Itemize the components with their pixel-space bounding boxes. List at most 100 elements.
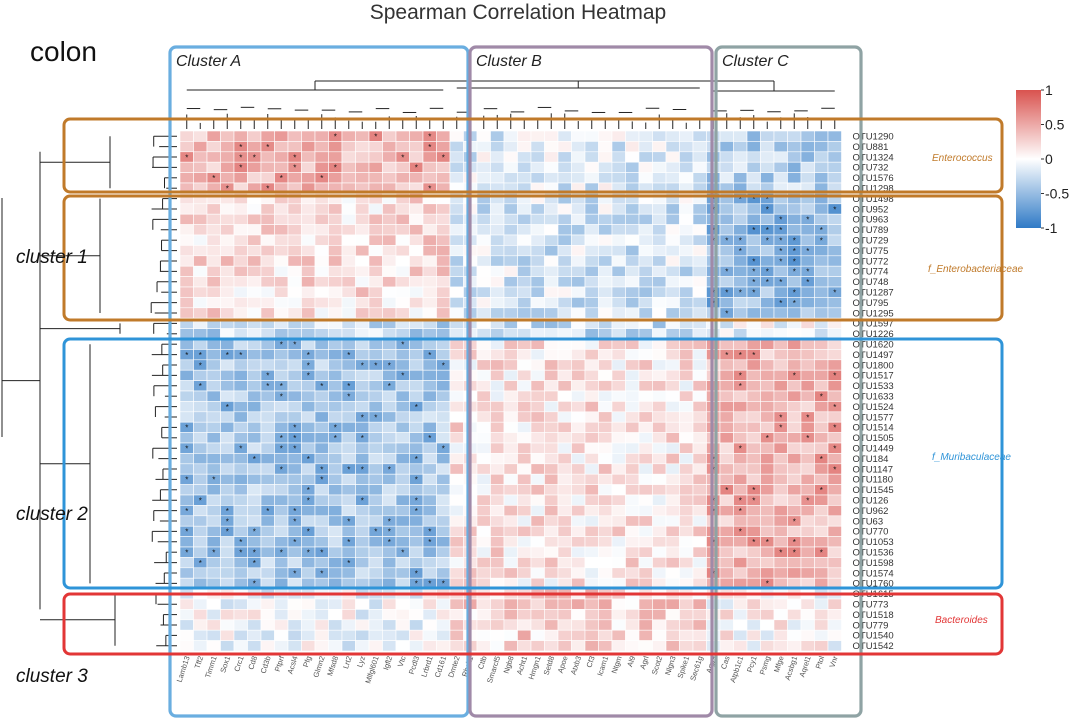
heatmap-cell: [449, 432, 464, 444]
row-label: OTU1542: [853, 641, 894, 652]
heatmap-cell: [368, 473, 383, 485]
heatmap-cell: [571, 484, 586, 496]
heatmap-cell: [503, 557, 518, 569]
heatmap-cell: [503, 390, 518, 402]
heatmap-cell: [557, 484, 572, 496]
heatmap-cell: [220, 213, 235, 225]
heatmap-cell: [503, 629, 518, 641]
heatmap-cell: [341, 172, 356, 184]
heatmap-cell: [544, 473, 559, 485]
heatmap-cell: [760, 557, 775, 569]
heatmap-cell: [368, 546, 383, 558]
heatmap-cell: [598, 411, 613, 423]
heatmap-cell: [571, 463, 586, 475]
heatmap-cell: [193, 598, 208, 610]
heatmap-cell: [544, 286, 559, 298]
column-label: Glmn2: [311, 655, 326, 679]
heatmap-cell: [422, 442, 437, 454]
heatmap-cell: [328, 442, 343, 454]
heatmap-cell: [260, 619, 275, 631]
heatmap-cell: [665, 390, 680, 402]
heatmap-cell: [490, 629, 505, 641]
heatmap-cell: [638, 505, 653, 517]
heatmap-cell: [341, 328, 356, 340]
significance-star: *: [320, 174, 323, 183]
heatmap-cell: [179, 130, 194, 142]
heatmap-cell: [260, 245, 275, 257]
heatmap-cell: [665, 224, 680, 236]
heatmap-cell: [287, 172, 302, 184]
heatmap-cell: [787, 401, 802, 413]
heatmap-cell: [746, 505, 761, 517]
heatmap-cell: [368, 421, 383, 433]
heatmap-cell: [355, 525, 370, 537]
heatmap-cell: [247, 276, 262, 288]
heatmap-cell: [301, 473, 316, 485]
heatmap-cell: [584, 130, 599, 142]
heatmap-cell: [449, 265, 464, 277]
heatmap-cell: [692, 609, 707, 621]
heatmap-cell: [827, 349, 842, 361]
heatmap-cell: [490, 161, 505, 173]
heatmap-cell: [355, 640, 370, 652]
heatmap-cell: [436, 245, 451, 257]
significance-star: *: [806, 278, 809, 287]
heatmap-cell: [760, 359, 775, 371]
row-label: OTU1633: [853, 392, 894, 403]
heatmap-cell: [422, 255, 437, 267]
heatmap-cell: [422, 297, 437, 309]
heatmap-cell: [517, 629, 532, 641]
heatmap-cell: [193, 286, 208, 298]
row-label: OTU1053: [853, 537, 894, 548]
significance-star: *: [347, 465, 350, 474]
heatmap-cell: [503, 141, 518, 153]
significance-star: *: [766, 205, 769, 214]
significance-star: *: [199, 361, 202, 370]
heatmap-cell: [665, 161, 680, 173]
heatmap-cell: [301, 203, 316, 215]
heatmap-cell: [233, 421, 248, 433]
heatmap-cell: [476, 494, 491, 506]
heatmap-cell: [692, 421, 707, 433]
heatmap-cell: [179, 536, 194, 548]
heatmap-cell: [274, 297, 289, 309]
heatmap-cell: [260, 307, 275, 319]
heatmap-cell: [611, 473, 626, 485]
heatmap-cell: [368, 598, 383, 610]
significance-star: *: [739, 528, 742, 537]
heatmap-cell: [328, 265, 343, 277]
heatmap-cell: [598, 349, 613, 361]
heatmap-cell: [679, 151, 694, 163]
heatmap-cell: [652, 359, 667, 371]
heatmap-cell: [368, 265, 383, 277]
heatmap-cell: [571, 640, 586, 652]
heatmap-cell: [395, 515, 410, 527]
heatmap-cell: [368, 172, 383, 184]
heatmap-cell: [665, 619, 680, 631]
heatmap-cell: [287, 598, 302, 610]
heatmap-cell: [692, 598, 707, 610]
heatmap-cell: [247, 463, 262, 475]
heatmap-cell: [193, 463, 208, 475]
heatmap-cell: [193, 151, 208, 163]
heatmap-cell: [800, 421, 815, 433]
heatmap-cell: [611, 536, 626, 548]
heatmap-cell: [233, 338, 248, 350]
heatmap-cell: [598, 369, 613, 381]
heatmap-cell: [206, 536, 221, 548]
heatmap-cell: [571, 411, 586, 423]
heatmap-cell: [571, 359, 586, 371]
heatmap-cell: [625, 598, 640, 610]
heatmap-cell: [260, 213, 275, 225]
column-label: Mfsd8: [325, 655, 340, 677]
heatmap-cell: [584, 609, 599, 621]
heatmap-cell: [638, 161, 653, 173]
heatmap-cell: [355, 546, 370, 558]
heatmap-cell: [814, 265, 829, 277]
heatmap-cell: [733, 557, 748, 569]
heatmap-cell: [233, 130, 248, 142]
significance-star: *: [388, 517, 391, 526]
heatmap-cell: [787, 463, 802, 475]
heatmap-cell: [746, 567, 761, 579]
heatmap-cell: [611, 546, 626, 558]
